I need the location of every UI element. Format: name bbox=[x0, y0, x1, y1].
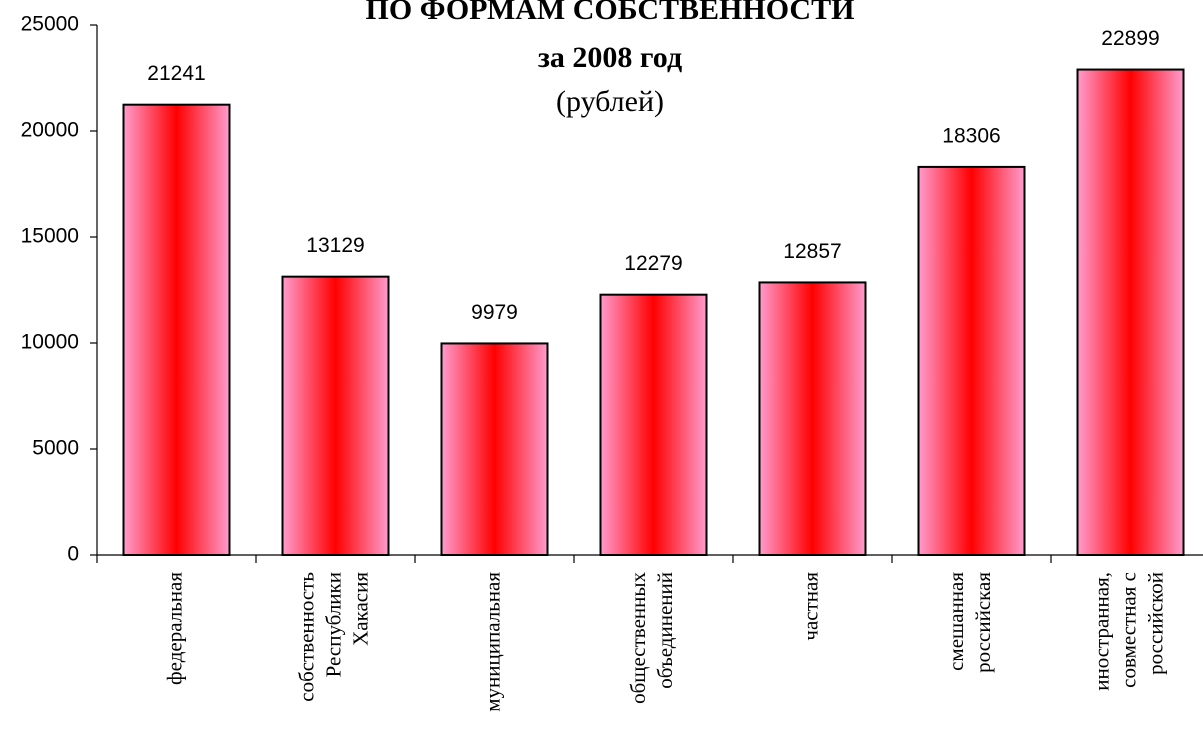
value-label: 22899 bbox=[1101, 27, 1159, 50]
y-tick-label: 15000 bbox=[21, 225, 79, 248]
bar bbox=[599, 293, 708, 556]
y-tick-label: 10000 bbox=[21, 331, 79, 354]
x-tick-label: частная bbox=[798, 572, 822, 641]
x-tick-label: смешанная bbox=[944, 572, 968, 671]
bar bbox=[917, 165, 1026, 556]
y-tick-label: 20000 bbox=[21, 119, 79, 142]
x-tick-label: муниципальная bbox=[480, 572, 504, 712]
x-tick-label: общественных bbox=[626, 572, 650, 704]
chart-subtitle: за 2008 год bbox=[538, 41, 682, 74]
chart-title: ПО ФОРМАМ СОБСТВЕННОСТИ bbox=[366, 0, 855, 26]
x-tick-label: иностранная, bbox=[1089, 572, 1113, 691]
x-tick-label: российская bbox=[971, 572, 995, 673]
x-tick-label: федеральная bbox=[162, 572, 186, 685]
bar bbox=[281, 275, 390, 556]
bar bbox=[758, 281, 867, 556]
x-tick-label: Хакасия bbox=[348, 572, 372, 646]
x-tick-label: российской bbox=[1143, 572, 1167, 675]
y-tick-label: 5000 bbox=[32, 437, 79, 460]
x-tick-label: объединений bbox=[653, 572, 677, 689]
chart-note: (рублей) bbox=[556, 85, 664, 118]
bar bbox=[122, 103, 231, 557]
value-label: 18306 bbox=[942, 124, 1000, 147]
value-label: 13129 bbox=[306, 234, 364, 257]
value-label: 9979 bbox=[471, 301, 518, 324]
bar bbox=[440, 342, 549, 556]
x-tick-label: собственность bbox=[294, 572, 318, 702]
x-tick-label: Республики bbox=[321, 572, 345, 677]
value-label: 12279 bbox=[624, 252, 682, 275]
y-tick-label: 25000 bbox=[21, 13, 79, 36]
value-label: 21241 bbox=[147, 62, 205, 85]
x-tick-label: совместная с bbox=[1116, 572, 1140, 688]
y-tick-label: 0 bbox=[67, 543, 79, 566]
bar bbox=[1076, 68, 1185, 556]
value-label: 12857 bbox=[783, 240, 841, 263]
